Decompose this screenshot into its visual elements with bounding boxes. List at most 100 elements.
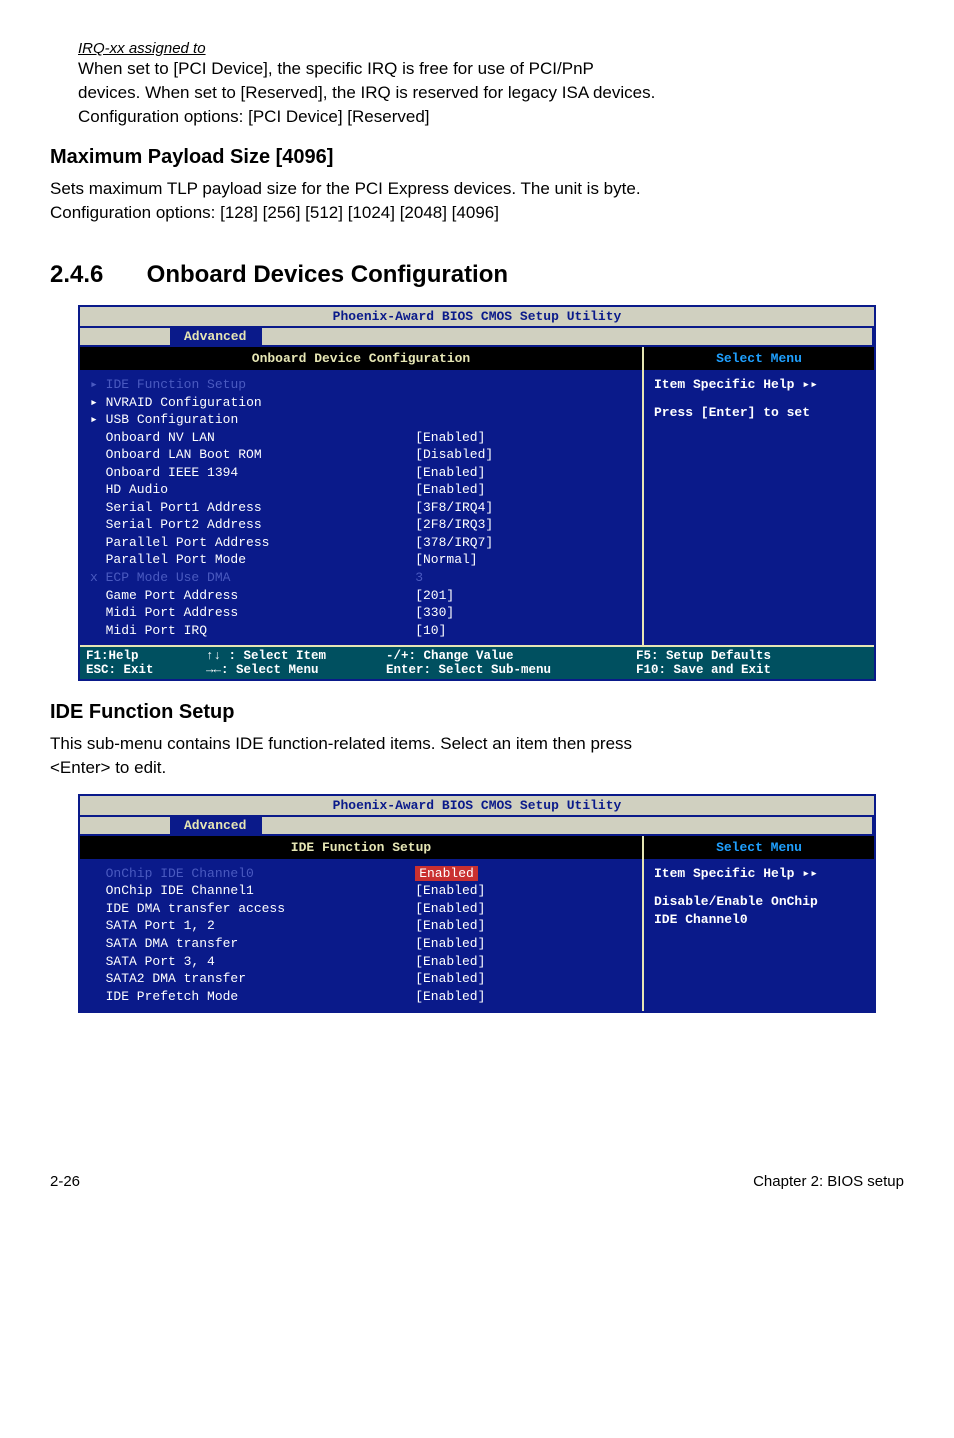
irq-body-1: When set to [PCI Device], the specific I… (50, 57, 904, 81)
bios-menu-item[interactable]: Midi Port Address[330] (90, 604, 632, 622)
bios2-left-header: IDE Function Setup (80, 836, 642, 859)
tab-after (262, 817, 874, 834)
bios1-right-header: Select Menu (644, 347, 874, 370)
menu-item-label: ▸ USB Configuration (90, 411, 415, 429)
selected-value[interactable]: Enabled (415, 866, 478, 881)
menu-item-label: x ECP Mode Use DMA (90, 569, 415, 587)
page-number: 2-26 (50, 1173, 80, 1190)
menu-item-label: Midi Port IRQ (90, 622, 415, 640)
bios-menu-item[interactable]: IDE Prefetch Mode[Enabled] (90, 988, 632, 1006)
irq-body-3: Configuration options: [PCI Device] [Res… (50, 105, 904, 129)
bios2-help-line2: Disable/Enable OnChip (654, 893, 864, 911)
bios-menu-item[interactable]: Onboard IEEE 1394[Enabled] (90, 464, 632, 482)
bios2-help: Item Specific Help ▸▸ Disable/Enable OnC… (644, 859, 874, 936)
ide-body-2: <Enter> to edit. (50, 756, 904, 780)
bios1-right: Select Menu Item Specific Help ▸▸ Press … (644, 347, 874, 645)
bios-menu-item[interactable]: SATA2 DMA transfer[Enabled] (90, 970, 632, 988)
help-arrows-icon: ▸▸ (802, 866, 818, 881)
irq-section: IRQ-xx assigned to When set to [PCI Devi… (50, 40, 904, 128)
section-number: 2.4.6 (50, 261, 140, 289)
tab-advanced[interactable]: Advanced (170, 817, 262, 834)
menu-item-label: Serial Port1 Address (90, 499, 415, 517)
menu-item-label: Game Port Address (90, 587, 415, 605)
max-payload-section: Maximum Payload Size [4096] Sets maximum… (50, 146, 904, 225)
bios-screen-onboard: Phoenix-Award BIOS CMOS Setup Utility Ad… (78, 305, 876, 681)
bios1-title: Phoenix-Award BIOS CMOS Setup Utility (80, 307, 874, 328)
menu-item-value: [Enabled] (415, 481, 632, 499)
menu-item-value: [Enabled] (415, 917, 632, 935)
menu-item-value (415, 376, 632, 394)
menu-item-value: [Disabled] (415, 446, 632, 464)
menu-item-value: [Enabled] (415, 882, 632, 900)
bios-menu-item[interactable]: SATA Port 3, 4[Enabled] (90, 953, 632, 971)
bios-menu-item[interactable]: SATA Port 1, 2[Enabled] (90, 917, 632, 935)
section-heading: 2.4.6 Onboard Devices Configuration (50, 261, 904, 289)
bios-menu-item[interactable]: Parallel Port Mode[Normal] (90, 551, 632, 569)
bios-menu-item[interactable]: Serial Port1 Address[3F8/IRQ4] (90, 499, 632, 517)
help-arrows-icon: ▸▸ (802, 377, 818, 392)
bios1-footer: F1:HelpESC: Exit ↑↓ : Select Item→←: Sel… (80, 645, 874, 679)
menu-item-label: SATA Port 3, 4 (90, 953, 415, 971)
tab-after (262, 328, 874, 345)
bios1-left-header: Onboard Device Configuration (80, 347, 642, 370)
menu-item-value: [Enabled] (415, 900, 632, 918)
max-payload-heading: Maximum Payload Size [4096] (50, 146, 904, 169)
bios-menu-item[interactable]: OnChip IDE Channel0Enabled (90, 865, 632, 883)
max-payload-body-2: Configuration options: [128] [256] [512]… (50, 201, 904, 225)
menu-item-value: [Enabled] (415, 953, 632, 971)
bios-menu-item[interactable]: Onboard LAN Boot ROM[Disabled] (90, 446, 632, 464)
bios1-help-line2: Press [Enter] to set (654, 404, 864, 422)
bios-menu-item[interactable]: Midi Port IRQ[10] (90, 622, 632, 640)
menu-item-label: Onboard IEEE 1394 (90, 464, 415, 482)
menu-item-label: SATA DMA transfer (90, 935, 415, 953)
footer-col-3: -/+: Change ValueEnter: Select Sub-menu (386, 649, 636, 677)
spacer (654, 883, 864, 893)
footer-col-1: F1:HelpESC: Exit (86, 649, 206, 677)
menu-item-label: Parallel Port Mode (90, 551, 415, 569)
menu-item-label: IDE Prefetch Mode (90, 988, 415, 1006)
menu-item-value: [3F8/IRQ4] (415, 499, 632, 517)
bios-menu-item[interactable]: ▸ USB Configuration (90, 411, 632, 429)
menu-item-label: Serial Port2 Address (90, 516, 415, 534)
menu-item-value: [Enabled] (415, 970, 632, 988)
menu-item-value (415, 411, 632, 429)
bios-menu-item[interactable]: ▸ IDE Function Setup (90, 376, 632, 394)
bios-menu-item[interactable]: Parallel Port Address[378/IRQ7] (90, 534, 632, 552)
bios1-help-line1: Item Specific Help ▸▸ (654, 376, 864, 394)
bios-menu-item[interactable]: Game Port Address[201] (90, 587, 632, 605)
bios-screen-ide: Phoenix-Award BIOS CMOS Setup Utility Ad… (78, 794, 876, 1013)
menu-item-label: Midi Port Address (90, 604, 415, 622)
menu-item-value: [2F8/IRQ3] (415, 516, 632, 534)
submenu-arrow-icon: ▸ (90, 395, 106, 410)
bios-menu-item[interactable]: Onboard NV LAN[Enabled] (90, 429, 632, 447)
bios-menu-item[interactable]: SATA DMA transfer[Enabled] (90, 935, 632, 953)
bios-menu-item[interactable]: OnChip IDE Channel1[Enabled] (90, 882, 632, 900)
bios-menu-item[interactable]: Serial Port2 Address[2F8/IRQ3] (90, 516, 632, 534)
chapter-label: Chapter 2: BIOS setup (753, 1173, 904, 1190)
bios-menu-item[interactable]: HD Audio[Enabled] (90, 481, 632, 499)
footer-col-4: F5: Setup DefaultsF10: Save and Exit (636, 649, 868, 677)
bios2-content: OnChip IDE Channel0Enabled OnChip IDE Ch… (80, 859, 642, 1011)
bios1-help: Item Specific Help ▸▸ Press [Enter] to s… (644, 370, 874, 428)
menu-item-value: [Enabled] (415, 464, 632, 482)
bios2-right: Select Menu Item Specific Help ▸▸ Disabl… (644, 836, 874, 1011)
submenu-arrow-icon: ▸ (90, 377, 106, 392)
menu-item-value: [Normal] (415, 551, 632, 569)
bios-menu-item[interactable]: ▸ NVRAID Configuration (90, 394, 632, 412)
bios-menu-item[interactable]: x ECP Mode Use DMA3 (90, 569, 632, 587)
bios1-tabs: Advanced (80, 328, 874, 345)
submenu-arrow-icon: ▸ (90, 412, 106, 427)
menu-item-value: Enabled (415, 865, 632, 883)
menu-item-value: [Enabled] (415, 988, 632, 1006)
menu-item-label: OnChip IDE Channel1 (90, 882, 415, 900)
menu-item-label: ▸ IDE Function Setup (90, 376, 415, 394)
page-footer: 2-26 Chapter 2: BIOS setup (50, 1173, 904, 1190)
section-title: Onboard Devices Configuration (147, 261, 508, 288)
bios2-title: Phoenix-Award BIOS CMOS Setup Utility (80, 796, 874, 817)
menu-item-value: [201] (415, 587, 632, 605)
bios2-tabs: Advanced (80, 817, 874, 834)
bios-menu-item[interactable]: IDE DMA transfer access[Enabled] (90, 900, 632, 918)
menu-item-label: SATA Port 1, 2 (90, 917, 415, 935)
tab-advanced[interactable]: Advanced (170, 328, 262, 345)
menu-item-label: ▸ NVRAID Configuration (90, 394, 415, 412)
